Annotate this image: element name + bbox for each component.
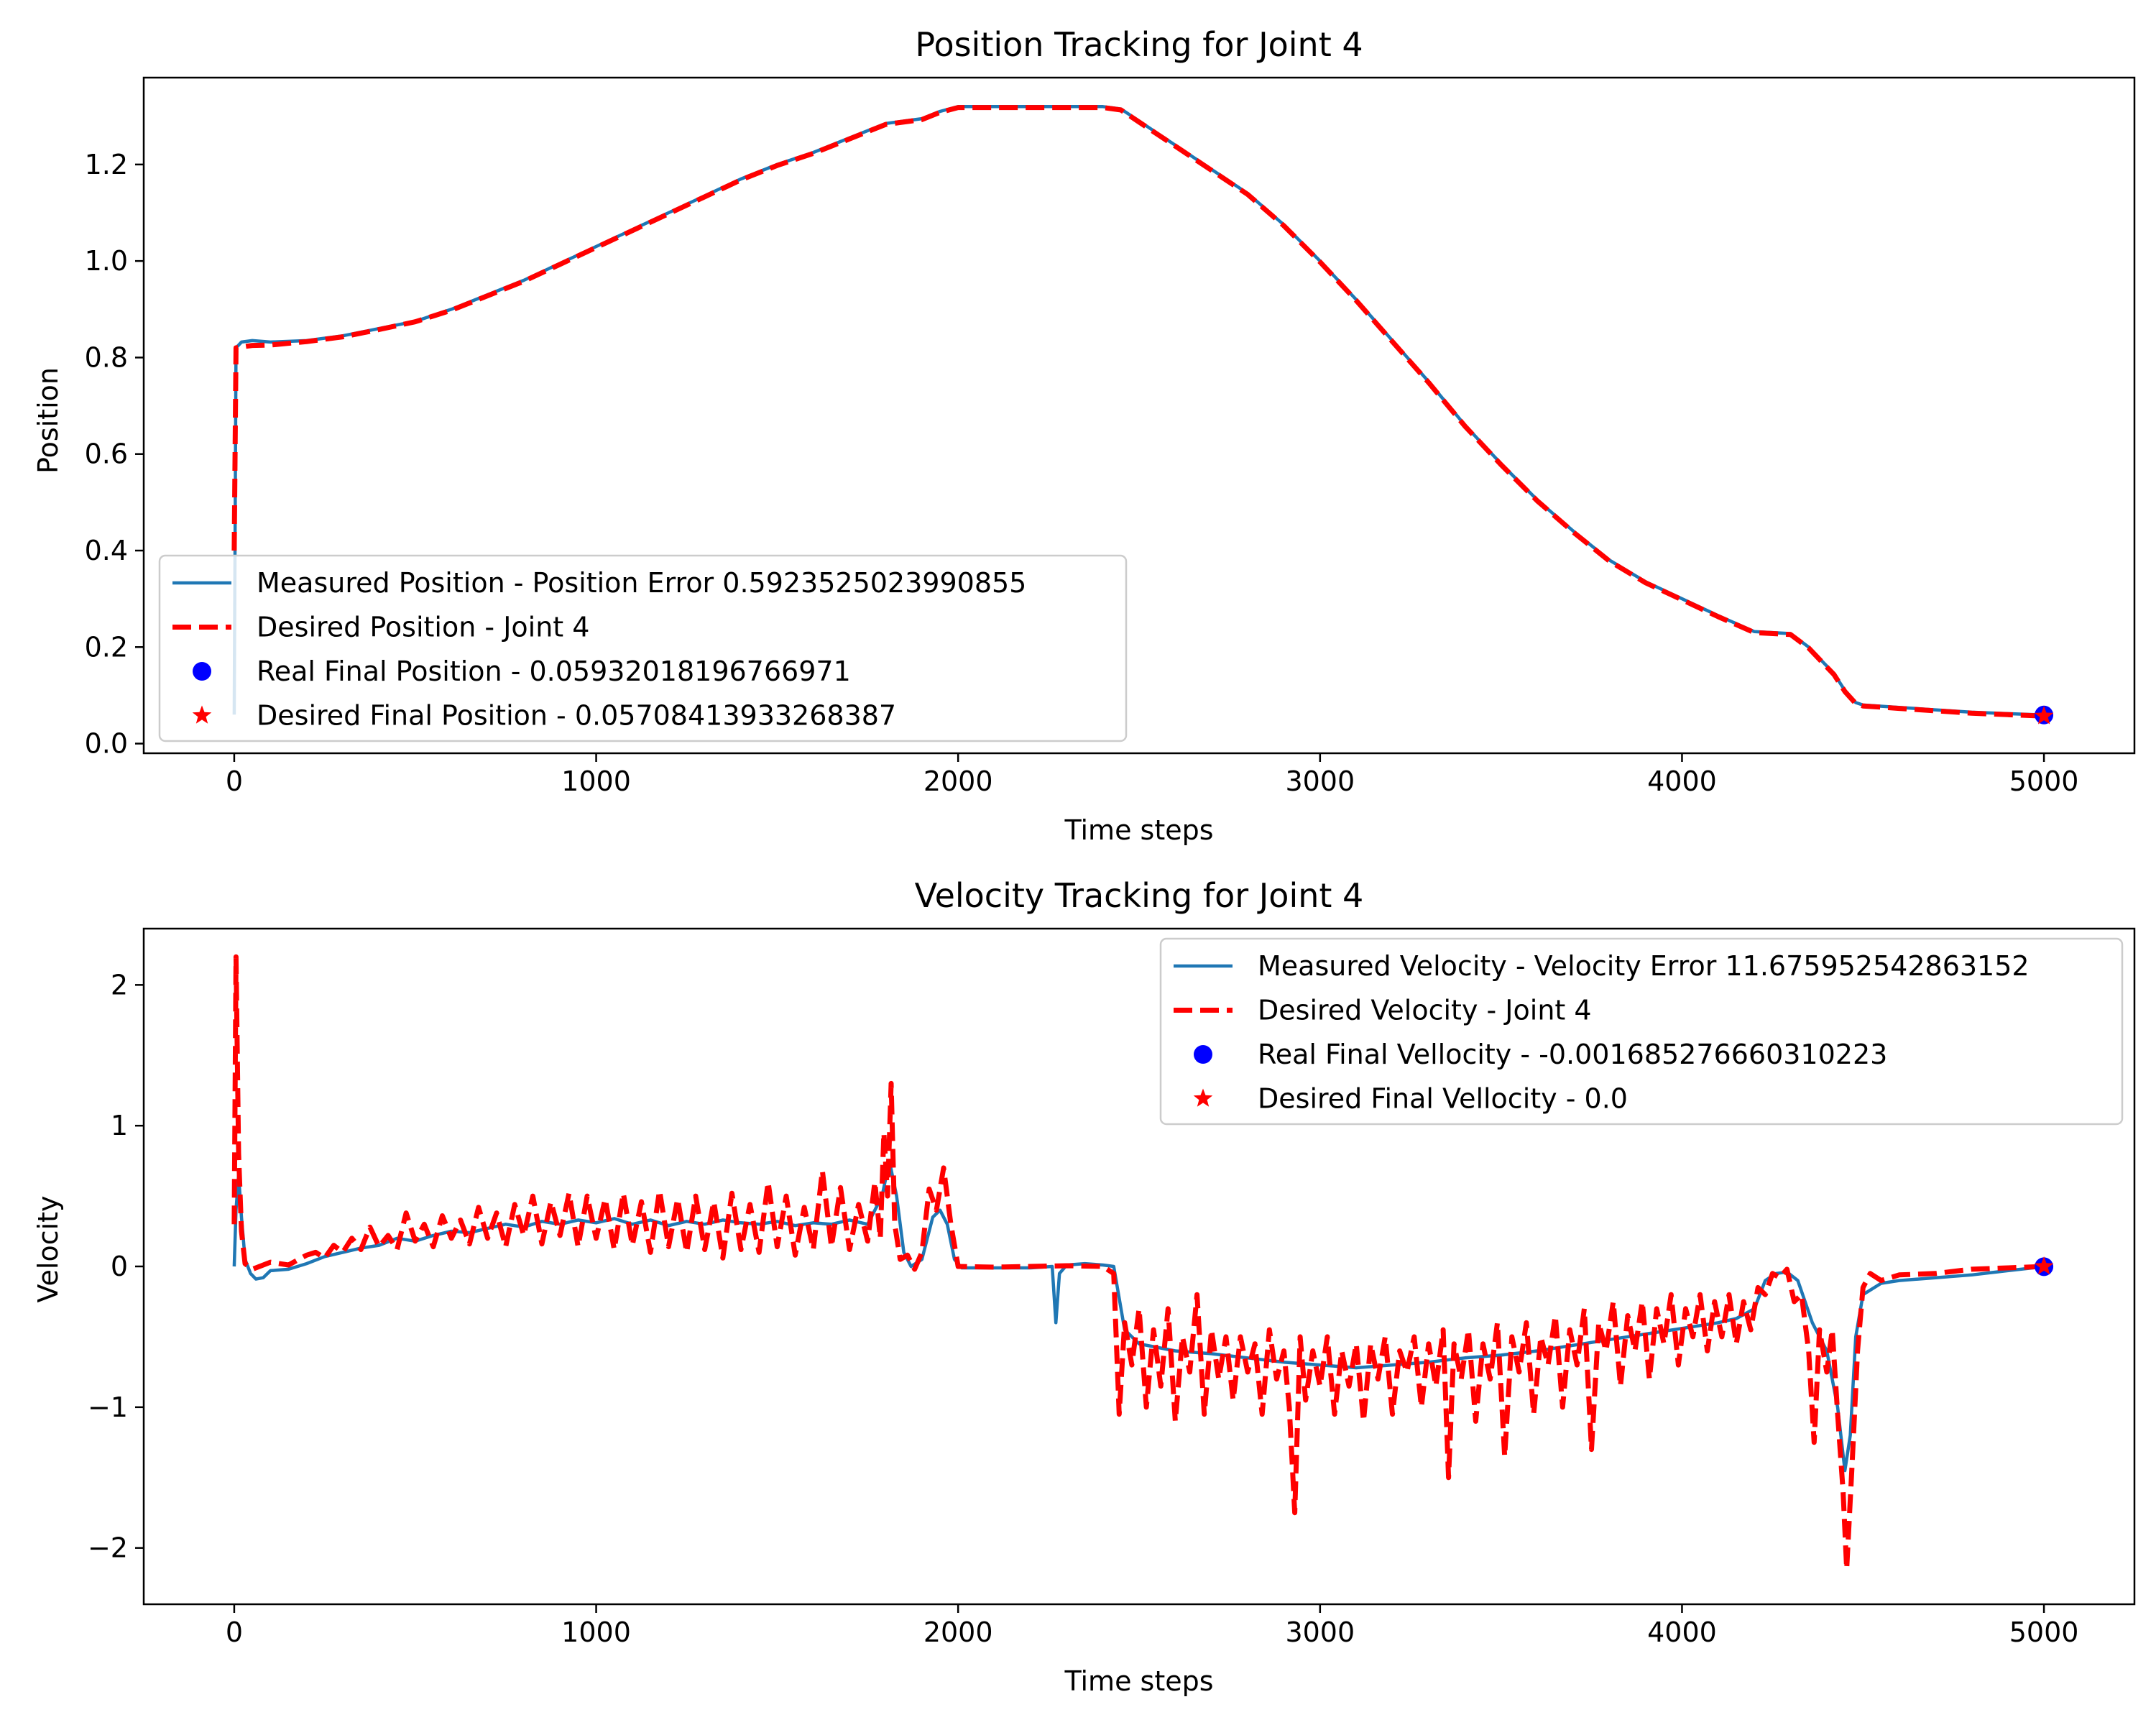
x-tick-label: 4000 bbox=[1647, 1616, 1717, 1648]
legend-entry-label: Measured Velocity - Velocity Error 11.67… bbox=[1258, 950, 2030, 982]
y-tick-label: 0.8 bbox=[85, 341, 128, 373]
position-series-desired-line bbox=[231, 105, 2045, 719]
velocity-desired-final-point bbox=[2034, 1256, 2054, 1275]
velocity-legend: Measured Velocity - Velocity Error 11.67… bbox=[1159, 937, 2124, 1126]
velocity-chart-title: Velocity Tracking for Joint 4 bbox=[915, 876, 1364, 915]
velocity-chart-ylabel: Velocity bbox=[32, 1195, 64, 1302]
legend-entry-label: Measured Position - Position Error 0.592… bbox=[257, 567, 1026, 599]
position-legend: Measured Position - Position Error 0.592… bbox=[158, 554, 1128, 742]
axes-frame bbox=[142, 76, 2136, 755]
position-desired-final-point bbox=[2034, 706, 2054, 724]
legend-desired-final-swatch bbox=[192, 705, 212, 724]
legend-entry-label: Desired Final Position - 0.0570841393326… bbox=[257, 700, 896, 732]
x-tick-label: 3000 bbox=[1285, 1616, 1355, 1648]
y-tick-label: 0.4 bbox=[85, 535, 128, 566]
x-tick-label: 3000 bbox=[1285, 765, 1355, 797]
legend-desired-final-swatch bbox=[1193, 1088, 1213, 1107]
velocity-chart-xlabel: Time steps bbox=[1064, 1665, 1213, 1697]
x-tick-label: 5000 bbox=[2009, 765, 2079, 797]
legend-entry-label: Desired Final Vellocity - 0.0 bbox=[1258, 1083, 1628, 1115]
legend-entry-label: Desired Velocity - Joint 4 bbox=[1258, 995, 1592, 1026]
y-tick-label: −2 bbox=[88, 1532, 128, 1564]
legend-entry-label: Real Final Vellocity - -0.00168527666031… bbox=[1258, 1039, 1887, 1070]
position-chart-xlabel: Time steps bbox=[1064, 814, 1213, 846]
position-chart-title: Position Tracking for Joint 4 bbox=[915, 25, 1363, 64]
y-tick-label: 0 bbox=[111, 1251, 128, 1282]
velocity-ticks: 0 1000 2000 3000 4000 5000 −2 −1 0 1 2 bbox=[88, 927, 2136, 1648]
velocity-chart: Velocity Tracking for Joint 4 Time steps… bbox=[32, 876, 2136, 1697]
x-tick-label: 1000 bbox=[561, 1616, 631, 1648]
x-tick-label: 2000 bbox=[923, 1616, 993, 1648]
position-chart-ylabel: Position bbox=[32, 367, 64, 474]
velocity-series-desired-line bbox=[231, 954, 2045, 1572]
y-tick-label: 0.2 bbox=[85, 631, 128, 663]
legend-real-final-swatch bbox=[193, 662, 211, 681]
y-tick-label: 1.0 bbox=[85, 245, 128, 277]
legend-box bbox=[158, 554, 1128, 742]
x-tick-label: 4000 bbox=[1647, 765, 1717, 797]
x-tick-label: 2000 bbox=[923, 765, 993, 797]
y-tick-label: 2 bbox=[111, 969, 128, 1000]
x-tick-label: 1000 bbox=[561, 765, 631, 797]
x-tick-label: 0 bbox=[226, 765, 243, 797]
position-ticks: 0 1000 2000 3000 4000 5000 0.0 0.2 0.4 0.6 0.8 1.0 1… bbox=[85, 76, 2136, 797]
y-tick-label: 1.2 bbox=[85, 149, 128, 180]
y-tick-label: 0.0 bbox=[85, 728, 128, 760]
position-chart: Position Tracking for Joint 4 Time steps… bbox=[32, 25, 2136, 846]
y-tick-label: −1 bbox=[88, 1392, 128, 1423]
x-tick-label: 5000 bbox=[2009, 1616, 2079, 1648]
legend-real-final-swatch bbox=[1194, 1045, 1212, 1064]
legend-entry-label: Desired Position - Joint 4 bbox=[257, 612, 589, 643]
velocity-plot-area bbox=[231, 954, 2054, 1572]
x-tick-label: 0 bbox=[226, 1616, 243, 1648]
position-plot-area bbox=[231, 105, 2054, 724]
y-tick-label: 1 bbox=[111, 1110, 128, 1141]
y-tick-label: 0.6 bbox=[85, 438, 128, 470]
legend-entry-label: Real Final Position - 0.0593201819676697… bbox=[257, 656, 851, 687]
legend-box bbox=[1159, 937, 2124, 1126]
